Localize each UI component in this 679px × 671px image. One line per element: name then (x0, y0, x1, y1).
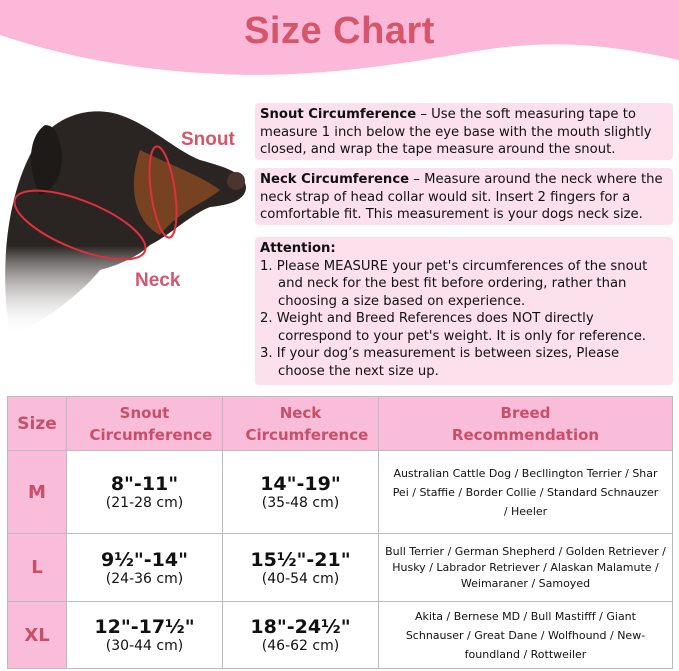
breed-cell: Bull Terrier / German Shepherd / Golden … (378, 533, 673, 602)
size-cell: XL (7, 601, 67, 669)
attention-box: Attention: 1. Please MEASURE your pet's … (255, 237, 673, 385)
size-table: Size Snout Circumference Neck Circumfere… (7, 396, 673, 669)
snout-label: Snout (181, 129, 235, 150)
snout-text: – Use the soft measuring tape to measure… (260, 107, 652, 157)
snout-cell: 12"-17½" (30-44 cm) (66, 601, 223, 669)
neck-cell: 14"-19" (35-48 cm) (222, 450, 379, 534)
attention-heading: Attention: (260, 241, 336, 256)
attention-item: 3. If your dog’s measurement is between … (260, 346, 620, 379)
size-cell: L (7, 533, 67, 602)
attention-item: 1. Please MEASURE your pet's circumferen… (260, 258, 648, 309)
dog-illustration (5, 111, 246, 335)
snout-heading: Snout Circumference (260, 107, 417, 122)
table-row: L 9½"-14" (24-36 cm) 15½"-21" (40-54 cm) B… (7, 533, 673, 602)
neck-text: – Measure around the neck where the neck… (260, 172, 663, 222)
table-header-row: Size Snout Circumference Neck Circumfere… (7, 396, 673, 451)
page-title: Size Chart (244, 10, 435, 52)
header-banner (0, 0, 679, 75)
table-row: M 8"-11" (21-28 cm) 14"-19" (35-48 cm) Aus… (7, 450, 673, 534)
breed-cell: Australian Cattle Dog / Becllington Terr… (378, 450, 673, 534)
table-row: XL 12"-17½" (30-44 cm) 18"-24½" (46-62 cm)… (7, 601, 673, 669)
header-breed: Breed Recommendation (378, 396, 673, 451)
attention-item: 2. Weight and Breed References does NOT … (260, 311, 646, 344)
neck-instructions: Neck Circumference – Measure around the … (255, 168, 673, 225)
header-size: Size (7, 396, 67, 451)
snout-cell: 8"-11" (21-28 cm) (66, 450, 223, 534)
header-snout: Snout Circumference (66, 396, 223, 451)
neck-label: Neck (135, 270, 181, 291)
header-neck: Neck Circumference (222, 396, 379, 451)
neck-cell: 15½"-21" (40-54 cm) (222, 533, 379, 602)
snout-cell: 9½"-14" (24-36 cm) (66, 533, 223, 602)
neck-heading: Neck Circumference (260, 172, 410, 187)
size-cell: M (7, 450, 67, 534)
breed-cell: Akita / Bernese MD / Bull Mastifff / Gia… (378, 601, 673, 669)
snout-instructions: Snout Circumference – Use the soft measu… (255, 103, 673, 160)
neck-cell: 18"-24½" (46-62 cm) (222, 601, 379, 669)
